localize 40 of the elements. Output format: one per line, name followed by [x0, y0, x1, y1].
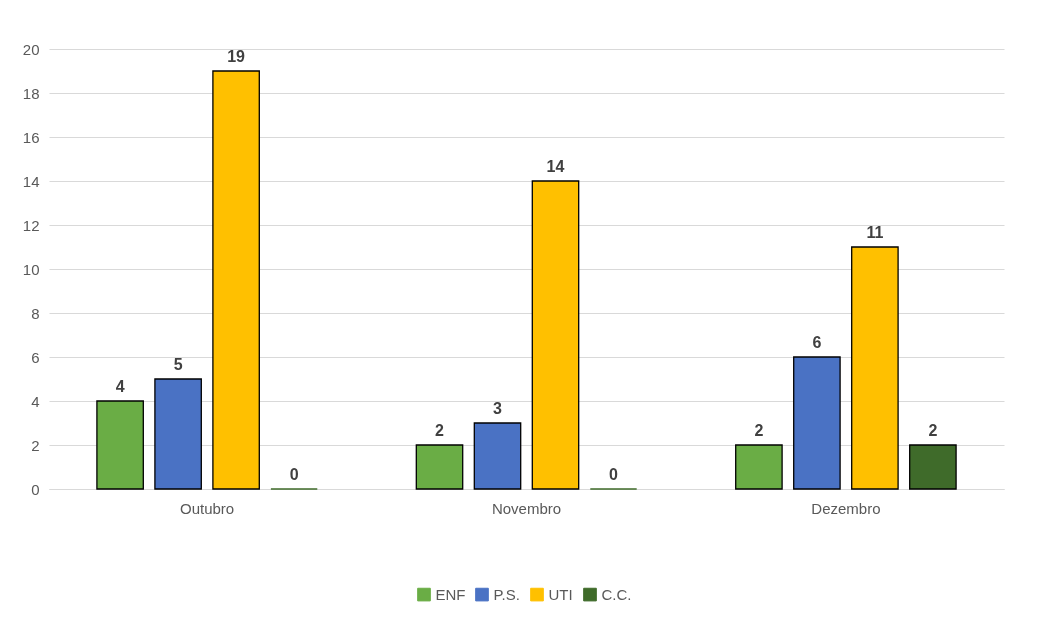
y-tick-label: 20	[22, 40, 40, 58]
legend-label: P.S.	[493, 585, 520, 603]
legend-label: UTI	[548, 585, 573, 603]
bar	[909, 444, 957, 490]
y-tick-label: 18	[22, 84, 40, 102]
data-label: 0	[609, 466, 619, 483]
bar	[415, 444, 464, 490]
y-tick-label: 8	[31, 304, 40, 322]
data-label: 5	[173, 356, 183, 373]
bar	[793, 356, 841, 490]
y-tick-label: 16	[22, 128, 40, 146]
x-tick-label: Dezembro	[811, 499, 881, 517]
data-label: 11	[866, 224, 884, 241]
bar	[531, 180, 580, 490]
data-label: 2	[754, 422, 764, 439]
bar	[96, 400, 144, 490]
data-label: 2	[928, 422, 938, 439]
legend-label: C.C.	[601, 585, 632, 603]
legend-label: ENF	[435, 585, 466, 603]
x-tick-label: Outubro	[180, 499, 235, 517]
data-label: 14	[546, 158, 565, 175]
data-label: 19	[227, 48, 246, 65]
bar	[735, 444, 783, 490]
data-label: 4	[115, 378, 125, 395]
data-label: 0	[289, 466, 299, 483]
data-label: 2	[435, 422, 445, 439]
y-tick-label: 6	[31, 348, 40, 366]
x-tick-label: Novembro	[491, 499, 562, 517]
y-tick-label: 10	[22, 260, 40, 278]
y-tick-label: 0	[31, 480, 40, 498]
bar	[473, 422, 522, 490]
data-label: 3	[493, 400, 503, 417]
bar	[212, 70, 260, 490]
bar	[154, 378, 202, 490]
y-tick-label: 14	[22, 172, 40, 190]
y-tick-label: 4	[31, 392, 40, 410]
bar	[851, 246, 899, 490]
y-tick-label: 2	[31, 436, 40, 454]
data-label: 6	[812, 334, 822, 351]
y-tick-label: 12	[22, 216, 40, 234]
